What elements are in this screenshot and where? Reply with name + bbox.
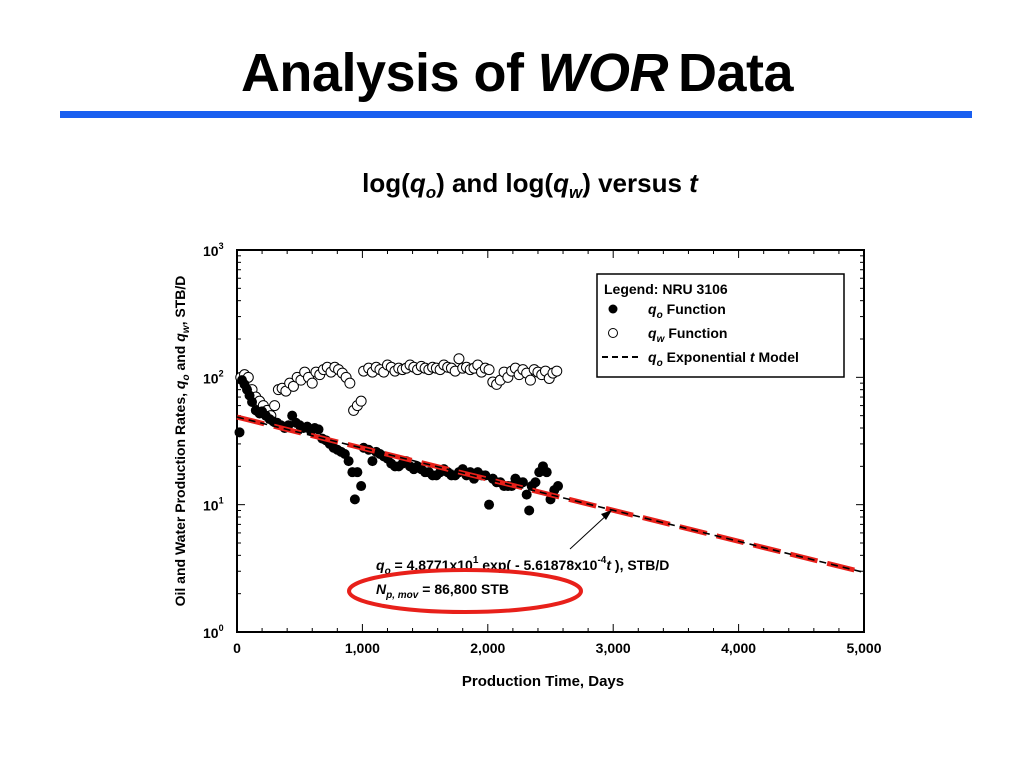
y-tick-label: 102 [203, 368, 224, 386]
y-axis: 100 101 102 103 [203, 241, 864, 641]
legend-item-model: qo Exponential t Model [648, 349, 799, 369]
title-underline [60, 111, 972, 118]
title-wor: WOR [537, 43, 669, 103]
legend: Legend: NRU 3106 qo Function qw Function q… [596, 273, 845, 378]
qw-point [306, 377, 318, 389]
qo-point [530, 477, 541, 488]
qo-point [524, 505, 535, 516]
plot-frame [236, 249, 865, 633]
qw-point [551, 365, 563, 377]
slide-title: Analysis of WOR Data [240, 43, 794, 103]
legend-marker-qo [608, 304, 618, 314]
annotation-arrow-line [569, 512, 610, 550]
np-highlight-ellipse [347, 568, 583, 614]
x-tick-label: 0 [233, 640, 241, 656]
x-tick-label: 2,000 [470, 640, 505, 656]
qw-series [235, 353, 563, 422]
x-tick-label: 4,000 [721, 640, 756, 656]
qo-point [484, 499, 495, 510]
x-axis-label: Production Time, Days [462, 673, 624, 690]
chart-subtitle: log(qo) and log(qw) versus t [362, 168, 698, 203]
legend-marker-qw [608, 328, 618, 338]
legend-item-qw: qw Function [648, 325, 727, 345]
qw-point [269, 400, 281, 412]
x-tick-label: 5,000 [846, 640, 881, 656]
qo-point [349, 494, 360, 505]
y-tick-label: 103 [203, 241, 224, 259]
qo-point [541, 467, 552, 478]
qo-point [247, 397, 258, 408]
legend-title: Legend: NRU 3106 [604, 281, 728, 297]
qw-point [344, 377, 356, 389]
model-line-red [236, 414, 865, 575]
legend-box [596, 273, 845, 378]
qo-point [367, 456, 378, 467]
y-axis-label: Oil and Water Production Rates, qo and q… [172, 276, 192, 607]
annotation-arrowhead [601, 510, 612, 520]
x-axis: 0 1,000 2,000 3,000 4,000 5,000 [233, 250, 882, 656]
y-tick-label: 101 [203, 496, 224, 514]
qo-point [553, 481, 564, 492]
np-mov-annotation: Np, mov = 86,800 STB [376, 581, 509, 601]
qo-point [356, 481, 367, 492]
qo-point [352, 467, 363, 478]
qo-point [234, 427, 245, 438]
qw-point [524, 374, 536, 386]
y-tick-label: 100 [203, 623, 224, 641]
qo-point [343, 456, 354, 467]
qw-point [355, 395, 367, 407]
model-line [236, 414, 865, 575]
qw-point [483, 364, 495, 376]
qo-series [234, 375, 564, 516]
x-tick-label: 3,000 [596, 640, 631, 656]
x-tick-label: 1,000 [345, 640, 380, 656]
qw-point [453, 353, 465, 365]
qo-point [521, 489, 532, 500]
legend-item-qo: qo Function [648, 301, 726, 321]
qo-point [313, 424, 324, 435]
